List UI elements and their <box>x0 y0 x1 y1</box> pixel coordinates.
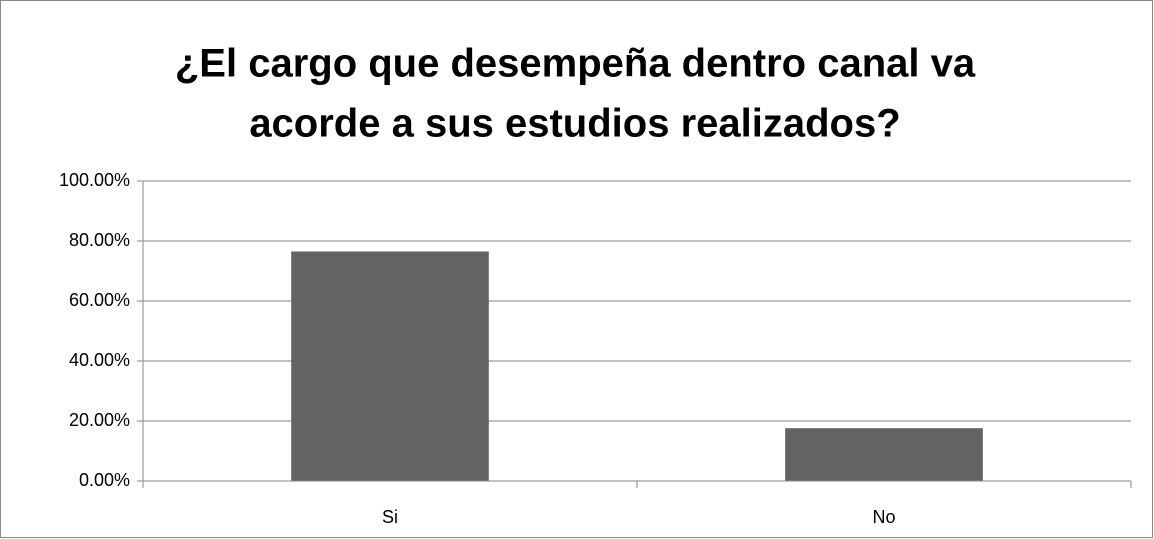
chart-title: ¿El cargo que desempeña dentro canal va <box>175 42 976 86</box>
bar <box>291 251 489 481</box>
y-tick-label: 60.00% <box>69 290 130 310</box>
x-tick-label: Si <box>382 507 398 527</box>
y-tick-label: 100.00% <box>59 170 130 190</box>
chart-title: acorde a sus estudios realizados? <box>249 102 900 146</box>
y-tick-label: 0.00% <box>79 470 130 490</box>
bar <box>785 428 983 481</box>
y-tick-label: 40.00% <box>69 350 130 370</box>
y-tick-label: 80.00% <box>69 230 130 250</box>
x-tick-label: No <box>872 507 895 527</box>
y-tick-label: 20.00% <box>69 410 130 430</box>
